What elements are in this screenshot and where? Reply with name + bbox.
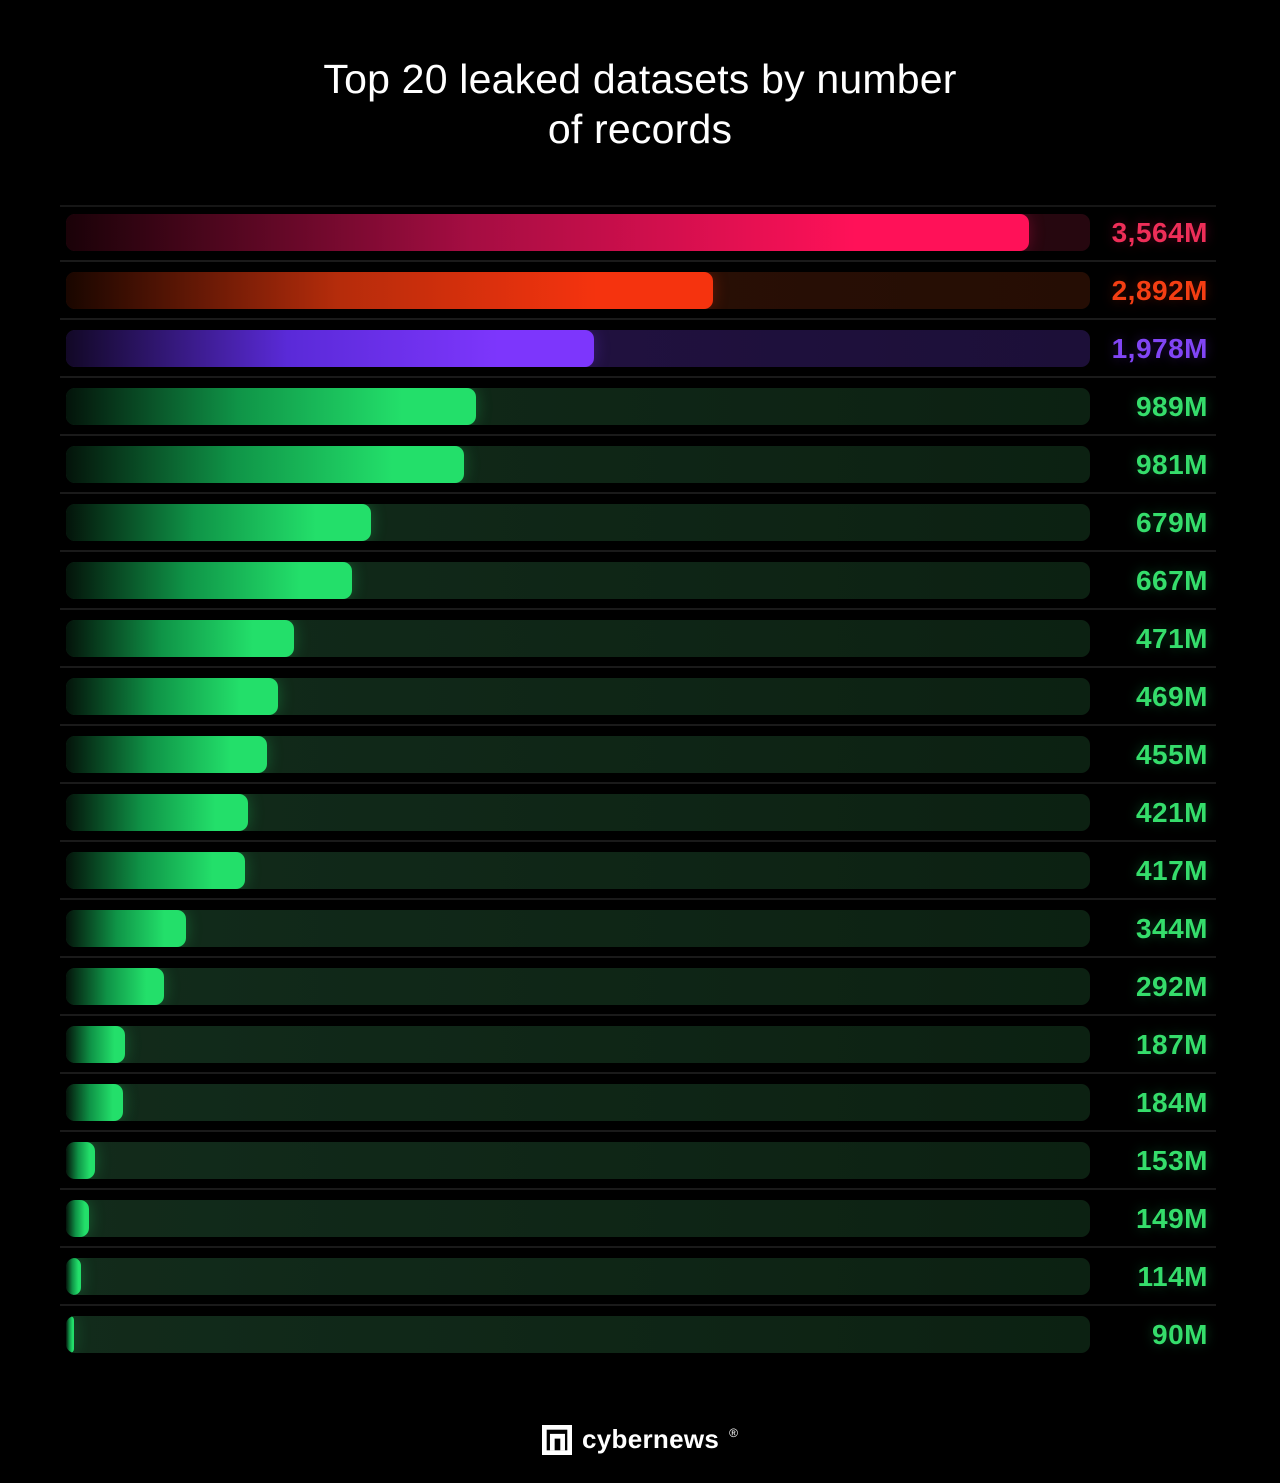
bar-track <box>66 678 1090 715</box>
bar-fill <box>66 1142 95 1179</box>
bar-track <box>66 1026 1090 1063</box>
bar-row: 1,978M <box>60 330 1216 378</box>
bar-row: 3,564M <box>60 205 1216 262</box>
bar-fill <box>66 330 595 367</box>
bar-row: 344M <box>60 910 1216 958</box>
bar-track <box>66 968 1090 1005</box>
bar-value-label: 3,564M <box>1111 216 1208 248</box>
chart-title-line2: of records <box>547 106 733 153</box>
bar-track <box>66 330 1090 367</box>
bar-value-label: 1,978M <box>1111 332 1208 364</box>
bar-track <box>66 1258 1090 1295</box>
bar-track <box>66 388 1090 425</box>
bar-row: 90M <box>66 1316 1216 1353</box>
bar-fill <box>66 1026 126 1063</box>
bar-fill <box>66 1084 124 1121</box>
bar-row: 469M <box>60 678 1216 726</box>
bar-fill <box>66 1316 75 1353</box>
bar-track <box>66 910 1090 947</box>
bar-value-label: 292M <box>1135 970 1208 1002</box>
bar-row: 989M <box>60 388 1216 436</box>
brand-name: cybernews <box>582 1424 720 1454</box>
bar-fill <box>66 562 352 599</box>
bar-chart: 3,564M 2,892M 1,978M 989M 981M <box>60 205 1216 1374</box>
bar-track <box>66 852 1090 889</box>
bar-row: 981M <box>60 446 1216 494</box>
bar-row: 149M <box>60 1200 1216 1248</box>
bar-row: 2,892M <box>60 272 1216 320</box>
bar-track <box>66 794 1090 831</box>
bar-row: 421M <box>60 794 1216 842</box>
bar-fill <box>66 620 295 657</box>
bar-track <box>66 446 1090 483</box>
bar-fill <box>66 1258 82 1295</box>
bar-value-label: 153M <box>1135 1144 1208 1176</box>
bar-fill <box>66 736 267 773</box>
bar-value-label: 184M <box>1135 1086 1208 1118</box>
bar-fill <box>66 968 165 1005</box>
bar-value-label: 667M <box>1135 564 1208 596</box>
bar-value-label: 417M <box>1135 854 1208 886</box>
bar-value-label: 421M <box>1135 796 1208 828</box>
chart-title-line1: Top 20 leaked datasets by number <box>323 56 957 102</box>
bar-value-label: 149M <box>1135 1202 1208 1234</box>
bar-row: 187M <box>60 1026 1216 1074</box>
bar-value-label: 989M <box>1135 390 1208 422</box>
bar-track <box>66 1084 1090 1121</box>
bar-row: 153M <box>60 1142 1216 1190</box>
bar-fill <box>66 852 246 889</box>
bar-row: 455M <box>60 736 1216 784</box>
bar-track <box>66 504 1090 541</box>
bar-row: 679M <box>60 504 1216 552</box>
bar-value-label: 2,892M <box>1111 274 1208 306</box>
chart-title: Top 20 leaked datasets by number of recor… <box>260 54 1020 154</box>
registered-mark: ® <box>729 1426 738 1440</box>
bar-fill <box>66 1200 89 1237</box>
bar-row: 292M <box>60 968 1216 1016</box>
bar-fill <box>66 794 249 831</box>
bar-track <box>66 620 1090 657</box>
bar-track <box>66 1316 1090 1353</box>
bar-value-label: 469M <box>1135 680 1208 712</box>
bar-track <box>66 1142 1090 1179</box>
bar-value-label: 114M <box>1137 1260 1208 1292</box>
cybernews-logo-icon <box>542 1424 573 1455</box>
bar-value-label: 344M <box>1135 912 1208 944</box>
bar-track <box>66 272 1090 309</box>
bar-fill <box>66 910 186 947</box>
bar-row: 417M <box>60 852 1216 900</box>
bar-track <box>66 1200 1090 1237</box>
bar-row: 184M <box>60 1084 1216 1132</box>
bar-row: 667M <box>60 562 1216 610</box>
bar-fill <box>66 504 372 541</box>
bar-value-label: 471M <box>1135 622 1208 654</box>
bar-track <box>66 736 1090 773</box>
bar-row: 471M <box>60 620 1216 668</box>
bar-fill <box>66 388 476 425</box>
bar-fill <box>66 214 1029 251</box>
bar-track <box>66 562 1090 599</box>
bar-value-label: 187M <box>1135 1028 1208 1060</box>
bar-fill <box>66 678 278 715</box>
bar-value-label: 455M <box>1135 738 1208 770</box>
footer: cybernews ® <box>0 1424 1280 1455</box>
bar-value-label: 981M <box>1135 448 1208 480</box>
bar-track <box>66 214 1090 251</box>
bar-fill <box>66 446 465 483</box>
bar-row: 114M <box>60 1258 1216 1306</box>
bar-fill <box>66 272 714 309</box>
bar-value-label: 679M <box>1135 506 1208 538</box>
bar-value-label: 90M <box>1152 1318 1208 1350</box>
